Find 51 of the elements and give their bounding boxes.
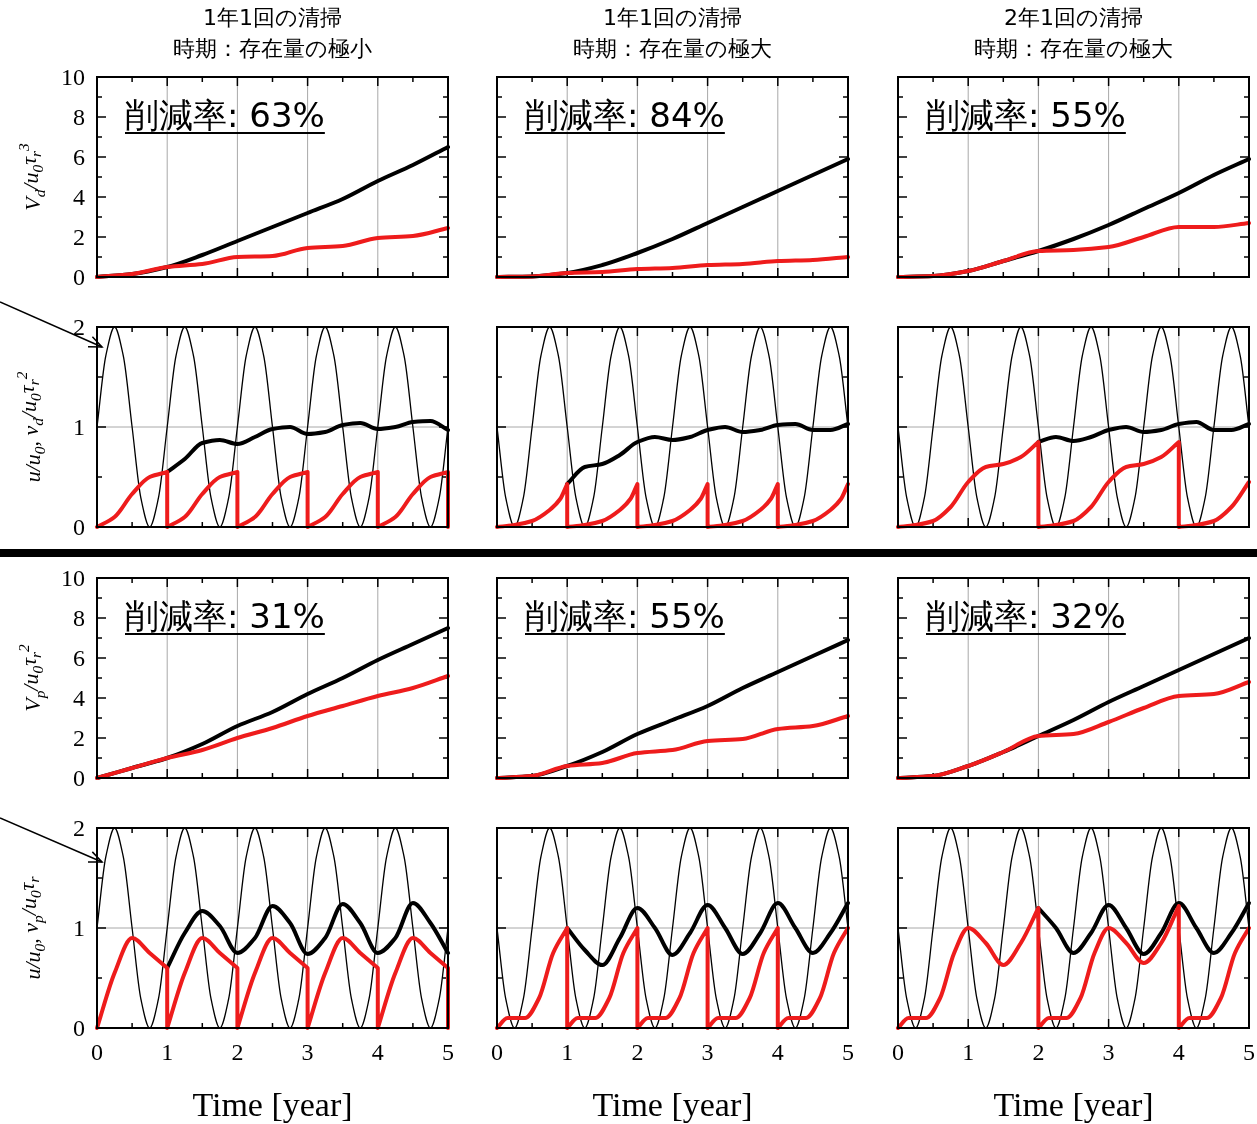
chart-title: 1年1回の清掃 (203, 5, 342, 30)
annotation: 削減率: 32% (926, 596, 1126, 636)
y-tick-label: 0 (73, 264, 85, 290)
y-tick-label: 2 (73, 725, 85, 751)
x-tick-label: 1 (962, 1039, 975, 1065)
x-tick-label: 4 (771, 1039, 784, 1065)
x-tick-label: 5 (1243, 1039, 1255, 1065)
annotation: 削減率: 63% (125, 95, 325, 135)
y-tick-label: 0 (73, 514, 85, 540)
x-tick-label: 1 (161, 1039, 174, 1065)
annotation: 削減率: 84% (525, 95, 725, 135)
y-tick-label: 10 (61, 565, 85, 591)
x-tick-label: 2 (231, 1039, 244, 1065)
annotation: 削減率: 31% (125, 596, 325, 636)
chart-subtitle: 時期：存在量の極大 (974, 36, 1173, 61)
y-tick-label: 4 (73, 184, 85, 210)
y-tick-label: 8 (73, 104, 85, 130)
x-axis-title: Time [year] (192, 1086, 353, 1123)
x-tick-label: 5 (842, 1039, 854, 1065)
x-tick-label: 4 (1172, 1039, 1185, 1065)
y-tick-label: 6 (73, 645, 85, 671)
chart-subtitle: 時期：存在量の極大 (573, 36, 772, 61)
chart-title: 2年1回の清掃 (1004, 5, 1143, 30)
x-tick-label: 3 (701, 1039, 714, 1065)
annotation: 削減率: 55% (525, 596, 725, 636)
y-tick-label: 2 (73, 224, 85, 250)
chart-title: 1年1回の清掃 (603, 5, 742, 30)
y-tick-label: 10 (61, 64, 85, 90)
x-tick-label: 0 (892, 1039, 904, 1065)
y-tick-label: 6 (73, 144, 85, 170)
annotation: 削減率: 55% (926, 95, 1126, 135)
x-tick-label: 3 (301, 1039, 314, 1065)
x-tick-label: 5 (442, 1039, 454, 1065)
x-axis-title: Time [year] (592, 1086, 753, 1123)
y-tick-label: 1 (73, 414, 85, 440)
x-tick-label: 0 (91, 1039, 103, 1065)
y-tick-label: 1 (73, 915, 85, 941)
x-tick-label: 0 (491, 1039, 503, 1065)
y-tick-label: 8 (73, 605, 85, 631)
x-tick-label: 2 (631, 1039, 644, 1065)
y-tick-label: 4 (73, 685, 85, 711)
x-tick-label: 4 (371, 1039, 384, 1065)
y-tick-label: 0 (73, 765, 85, 791)
y-tick-label: 0 (73, 1015, 85, 1041)
y-tick-label: 2 (73, 815, 85, 841)
x-tick-label: 3 (1102, 1039, 1115, 1065)
x-tick-label: 1 (561, 1039, 574, 1065)
y-tick-label: 2 (73, 314, 85, 340)
x-axis-title: Time [year] (993, 1086, 1154, 1123)
x-tick-label: 2 (1032, 1039, 1045, 1065)
chart-subtitle: 時期：存在量の極小 (173, 36, 372, 61)
